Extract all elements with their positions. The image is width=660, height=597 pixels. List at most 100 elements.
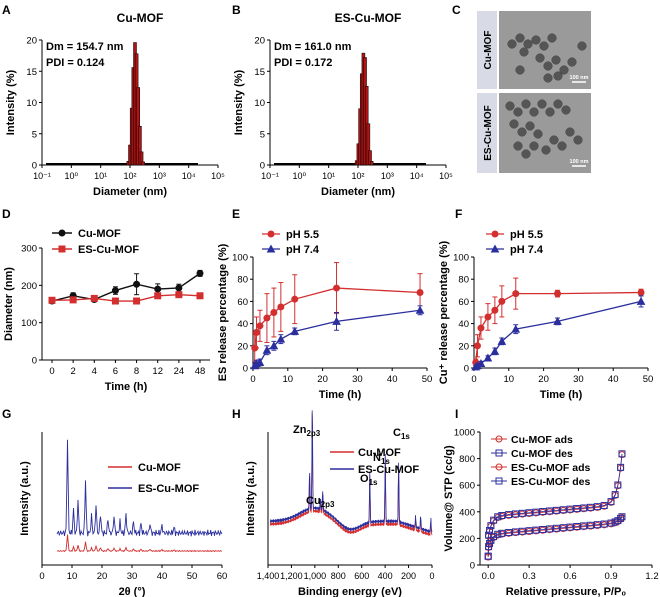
data-point	[600, 520, 608, 528]
x-tick-label: 10¹	[94, 171, 107, 181]
tem-particle	[519, 47, 529, 57]
legend-marker	[490, 244, 500, 253]
tem-particle	[533, 129, 543, 139]
data-point	[332, 316, 341, 325]
data-point	[473, 342, 481, 350]
x-tick-label: 10³	[153, 171, 166, 181]
data-point	[505, 529, 513, 537]
tem-particle	[513, 107, 523, 117]
data-point	[505, 511, 513, 519]
y-tick-label: 40	[237, 319, 248, 330]
y-axis-label: Intensity (a.u.)	[245, 461, 257, 536]
x-tick-label: 48	[195, 366, 206, 377]
data-point	[255, 357, 265, 366]
tem-particle	[549, 135, 559, 145]
data-point	[277, 303, 285, 311]
x-tick-label: 10⁵	[439, 171, 453, 181]
annotation-dm: Dm = 161.0 nm	[274, 41, 352, 53]
data-point	[262, 345, 272, 354]
legend-marker	[266, 244, 276, 253]
legend-label: Cu-MOF des	[511, 448, 573, 460]
x-tick-label: 20	[97, 571, 108, 582]
peak-subscript: 1s	[369, 478, 378, 487]
data-point	[511, 324, 521, 333]
y-tick-label: 80	[237, 275, 248, 286]
data-point	[415, 305, 425, 314]
data-point	[498, 512, 506, 520]
x-tick-label: 0.0	[482, 571, 495, 582]
data-point	[552, 524, 560, 532]
tem-label: ES-Cu-MOF	[483, 105, 494, 161]
tem-particle	[547, 33, 557, 43]
tem-particle	[507, 39, 517, 49]
data-point	[256, 322, 264, 330]
x-tick-label: 600	[354, 571, 369, 581]
annotation-pdi: PDI = 0.172	[274, 57, 332, 69]
data-point	[552, 506, 560, 514]
y-tick-label: 100	[21, 318, 37, 329]
data-point	[133, 297, 141, 305]
data-point	[484, 552, 492, 560]
data-point	[133, 280, 141, 288]
chart-a: 0 5 10 15 20 10⁻¹ 10⁰ 10¹ 10² 10³ 10⁴ 10⁵ Cu-MOF Dm =…	[5, 11, 225, 198]
data-point	[617, 463, 625, 471]
x-tick-label: 10²	[123, 171, 136, 181]
x-tick-label: 10⁵	[211, 171, 225, 181]
y-tick-label: 5	[32, 129, 37, 140]
data-point	[573, 505, 581, 513]
data-point	[175, 291, 183, 299]
y-tick-label: 20	[26, 36, 37, 47]
chart-g: 0 10 20 30 40 50 60 Cu-MOF ES-Cu-MOF Intensity (a…	[19, 432, 227, 597]
tem-particle	[553, 99, 563, 109]
series-line-cu-mof	[56, 534, 223, 553]
data-point	[483, 353, 493, 362]
x-tick-label: 10	[67, 571, 78, 582]
x-tick-label: 12	[152, 366, 163, 377]
data-point	[154, 292, 162, 300]
legend-label: pH 7.4	[286, 244, 320, 256]
data-point	[196, 269, 204, 277]
chart-title: Cu-MOF	[117, 11, 164, 25]
x-tick-label: 0	[471, 374, 476, 385]
tem-particle	[577, 41, 587, 51]
legend-label: Cu-MOF	[358, 447, 401, 459]
tem-images: Cu-MOF 100 nm ES-Cu-MOF 100 nm	[477, 11, 591, 173]
data-point	[566, 505, 574, 513]
tem-particle	[545, 107, 555, 117]
x-tick-label: 10⁴	[182, 171, 196, 181]
tem-particle	[567, 57, 577, 67]
tem-particle	[557, 141, 567, 151]
legend-label: ES-Cu-MOF	[78, 244, 139, 256]
x-axis-label: Time (h)	[319, 389, 362, 401]
series-line-cu-mof	[269, 413, 433, 537]
x-tick-label: 800	[331, 571, 346, 581]
x-tick-label: 30	[573, 374, 584, 385]
x-tick-label: 10¹	[322, 171, 335, 181]
x-tick-label: 10⁻¹	[261, 171, 279, 181]
y-tick-label: 300	[21, 244, 37, 255]
data-point	[196, 292, 204, 300]
data-point	[511, 528, 519, 536]
tem-particle	[535, 53, 545, 63]
y-tick-label: 60	[237, 297, 248, 308]
tem-particle	[517, 127, 527, 137]
series-line	[51, 293, 201, 302]
legend-label: ES-Cu-MOF	[138, 483, 199, 495]
histogram-bar	[369, 161, 374, 166]
x-tick-label: 0	[49, 366, 54, 377]
x-tick-label: 1.2	[645, 571, 658, 582]
data-point	[69, 296, 77, 304]
x-tick-label: 400	[378, 571, 393, 581]
x-tick-label: 0.3	[523, 571, 536, 582]
y-tick-label: 20	[254, 36, 265, 47]
y-tick-label: 60	[458, 297, 469, 308]
y-tick-label: 800	[459, 454, 475, 465]
data-point	[486, 526, 494, 534]
y-tick-label: 100	[232, 253, 248, 264]
data-point	[484, 313, 492, 321]
x-tick-label: 40	[608, 374, 619, 385]
y-tick-label: 200	[21, 281, 37, 292]
chart-title: ES-Cu-MOF	[335, 11, 402, 25]
legend-marker	[267, 230, 275, 238]
